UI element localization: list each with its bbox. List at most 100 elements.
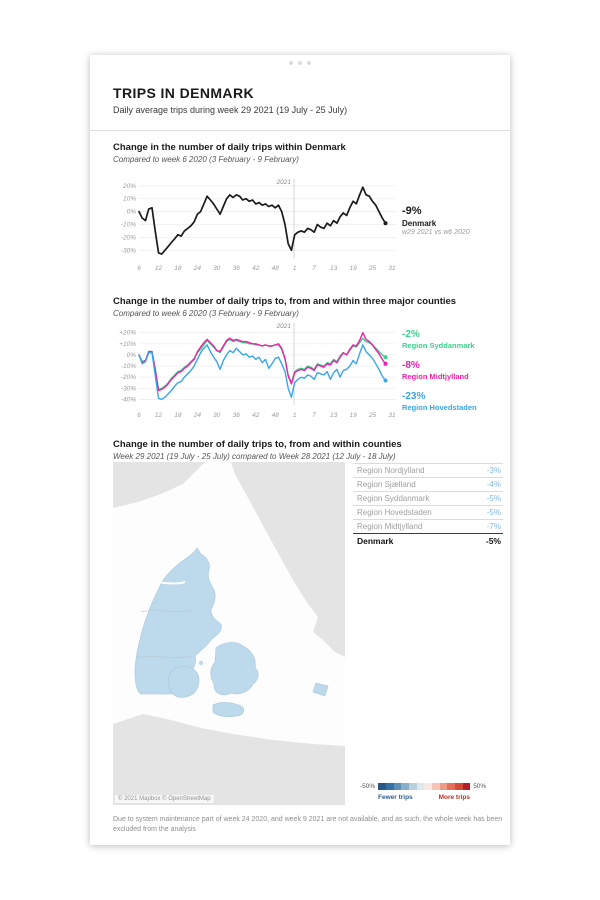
annotation-hovedstaden: -23% Region Hovedstaden	[402, 391, 502, 412]
svg-text:24: 24	[193, 412, 202, 419]
map-region-lolland[interactable]	[212, 702, 245, 718]
map-island-ruegen	[281, 758, 307, 778]
map-limfjord	[142, 581, 186, 585]
section-subtitle-within-denmark: Compared to week 6 2020 (3 February - 9 …	[113, 155, 299, 164]
map-land-norway	[113, 462, 205, 508]
table-row-label: Region Hovedstaden	[357, 508, 432, 517]
svg-text:31: 31	[388, 412, 396, 419]
map-color-legend: -50% 50% Fewer trips More trips	[360, 783, 496, 801]
dashboard-card: TRIPS IN DENMARK Daily average trips dur…	[90, 55, 510, 845]
svg-text:19: 19	[349, 412, 357, 419]
section-subtitle-three-counties: Compared to week 6 2020 (3 February - 9 …	[113, 309, 299, 318]
syddanmark-value: -2%	[402, 329, 420, 340]
section-title-three-counties: Change in the number of daily trips to, …	[113, 296, 457, 307]
denmark-annotation: -9% Denmark w29 2021 vs w6 2020	[402, 205, 502, 236]
map-region-bornholm[interactable]	[312, 682, 329, 697]
svg-text:1: 1	[293, 412, 297, 419]
svg-text:7: 7	[312, 412, 316, 419]
table-row: Region Midtjylland -7%	[353, 519, 503, 533]
svg-text:19: 19	[349, 265, 357, 272]
svg-text:-20%: -20%	[121, 234, 136, 241]
denmark-annotation-label: Denmark	[402, 219, 437, 228]
table-row-label: Region Sjælland	[357, 480, 416, 489]
table-row-value: -5%	[486, 494, 501, 503]
svg-text:+20%: +20%	[119, 330, 136, 337]
svg-text:13: 13	[330, 412, 338, 419]
svg-text:0%: 0%	[127, 209, 137, 216]
svg-text:30: 30	[213, 265, 221, 272]
page-subtitle: Daily average trips during week 29 2021 …	[113, 105, 348, 115]
total-label: Denmark	[357, 535, 394, 546]
table-body: Region Nordjylland -3% Region Sjælland -4% R…	[353, 463, 503, 533]
window-drag-dots-icon[interactable]	[289, 61, 311, 65]
svg-text:18: 18	[174, 412, 182, 419]
table-row: Region Syddanmark -5%	[353, 491, 503, 505]
maintenance-footnote: Due to system maintenance part of week 2…	[113, 816, 503, 834]
svg-text:6: 6	[137, 265, 141, 272]
denmark-annotation-sub: w29 2021 vs w6 2020	[402, 229, 470, 236]
map-land-germany	[113, 714, 345, 805]
svg-text:48: 48	[272, 265, 280, 272]
map-region-funen[interactable]	[167, 666, 200, 698]
map-region-zealand[interactable]	[210, 642, 259, 696]
section-title-counties: Change in the number of daily trips to, …	[113, 439, 402, 450]
syddanmark-label: Region Syddanmark	[402, 341, 475, 350]
svg-text:42: 42	[252, 412, 260, 419]
svg-text:12: 12	[155, 265, 163, 272]
legend-more-trips-label: More trips	[438, 794, 470, 801]
svg-text:0%: 0%	[127, 352, 137, 359]
svg-text:10%: 10%	[123, 196, 136, 203]
svg-text:-20%: -20%	[121, 374, 136, 381]
svg-text:2021: 2021	[276, 323, 292, 330]
svg-text:36: 36	[233, 265, 241, 272]
table-row-value: -5%	[486, 508, 501, 517]
three-counties-line-chart: +20% +10% 0% -10% -20% -30% -40% 6 12 18 24 30 36 42 4…	[119, 323, 396, 419]
table-row-label: Region Syddanmark	[357, 494, 430, 503]
table-row: Region Sjælland -4%	[353, 477, 503, 491]
total-value: -5%	[485, 535, 501, 546]
svg-text:-10%: -10%	[121, 363, 136, 370]
map-region-border-mid	[136, 655, 192, 659]
svg-text:6: 6	[137, 412, 141, 419]
table-row-value: -4%	[486, 480, 501, 489]
svg-text:-40%: -40%	[121, 396, 136, 403]
denmark-annotation-value: -9%	[402, 205, 422, 217]
svg-text:30: 30	[213, 412, 221, 419]
hovedstaden-value: -23%	[402, 391, 426, 402]
table-row: Region Hovedstaden -5%	[353, 505, 503, 519]
svg-text:-10%: -10%	[121, 222, 136, 229]
section-title-within-denmark: Change in the number of daily trips with…	[113, 142, 346, 153]
table-row-label: Region Midtjylland	[357, 522, 423, 531]
legend-max-label: 50%	[473, 783, 487, 790]
svg-text:-30%: -30%	[121, 247, 136, 254]
map-region-jutland[interactable]	[134, 547, 222, 695]
page-title: TRIPS IN DENMARK	[113, 85, 254, 101]
table-row-denmark-total: Denmark -5%	[353, 533, 503, 547]
svg-text:25: 25	[368, 412, 377, 419]
svg-text:18: 18	[174, 265, 182, 272]
header-divider	[90, 130, 510, 131]
county-annotations: -2% Region Syddanmark -8% Region Midtjyl…	[402, 329, 502, 422]
denmark-choropleth-map[interactable]: © 2021 Mapbox © OpenStreetMap	[113, 462, 345, 805]
map-island-samsoe	[198, 660, 204, 666]
legend-gradient-strip	[378, 783, 471, 790]
svg-text:36: 36	[233, 412, 241, 419]
counties-change-table: Region Nordjylland -3% Region Sjælland -4% R…	[353, 463, 503, 547]
svg-text:12: 12	[155, 412, 163, 419]
svg-text:24: 24	[193, 265, 202, 272]
midtjylland-value: -8%	[402, 360, 420, 371]
map-region-border-north	[140, 609, 194, 613]
svg-text:-30%: -30%	[121, 385, 136, 392]
svg-text:1: 1	[293, 265, 297, 272]
legend-fewer-trips-label: Fewer trips	[378, 794, 413, 801]
table-row-value: -3%	[486, 466, 501, 475]
map-land-sweden	[231, 462, 345, 657]
legend-min-label: -50%	[360, 783, 376, 790]
table-row: Region Nordjylland -3%	[353, 463, 503, 477]
midtjylland-label: Region Midtjylland	[402, 372, 469, 381]
map-attribution-link[interactable]: © 2021 Mapbox © OpenStreetMap	[115, 795, 214, 803]
map-canvas	[113, 462, 345, 805]
svg-text:7: 7	[312, 265, 316, 272]
svg-text:42: 42	[252, 265, 260, 272]
